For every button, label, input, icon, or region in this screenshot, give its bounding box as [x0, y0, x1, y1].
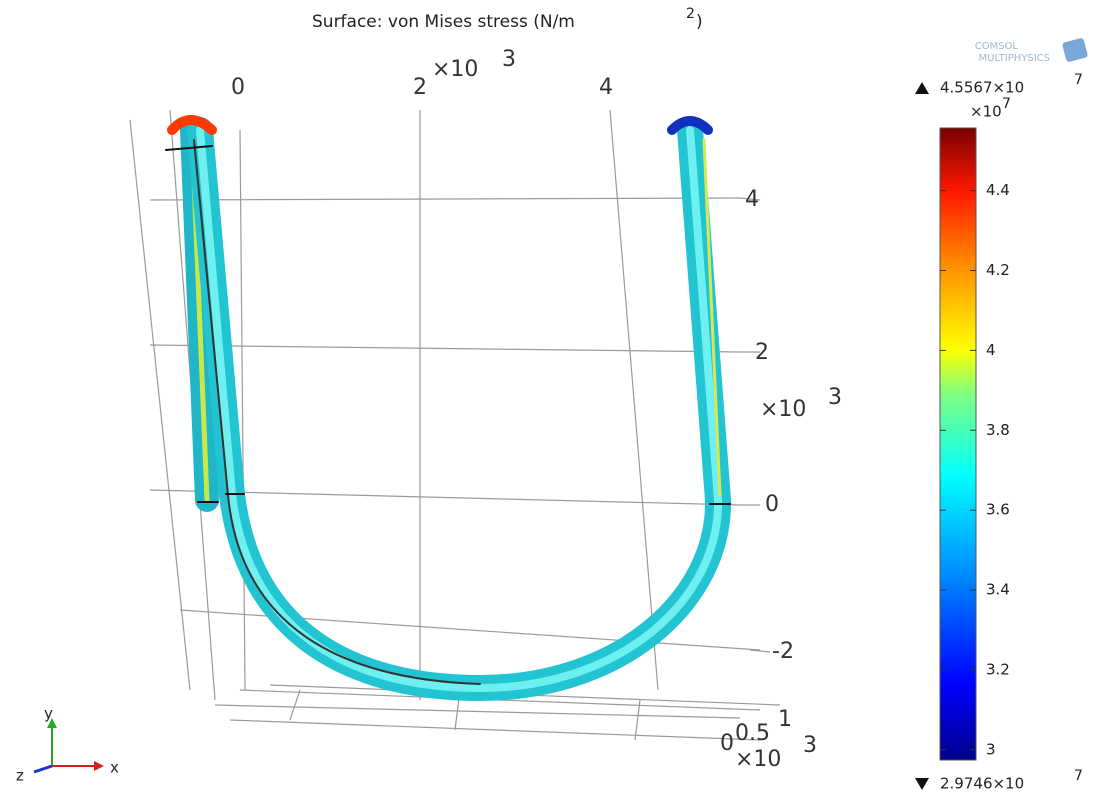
colorbar-exponent: 7	[1002, 96, 1011, 112]
tube-edge	[193, 139, 481, 685]
tube-highlight	[702, 138, 722, 497]
depth-exponent: 3	[803, 733, 817, 758]
max-marker	[915, 82, 929, 94]
logo-icon	[1062, 38, 1088, 62]
tube-cap	[167, 115, 217, 135]
tube-highlight	[196, 126, 723, 693]
logo: COMSOL MULTIPHYSICS	[975, 38, 1088, 64]
colorbar-tick-label: 4.4	[986, 181, 1010, 199]
colorbar-tick-label: 3.2	[986, 660, 1010, 678]
right-tick-label: 0	[765, 492, 779, 517]
axis-triad: y x z	[16, 705, 119, 785]
logo-line2: MULTIPHYSICS	[979, 53, 1050, 64]
title: Surface: von Mises stress (N/m	[312, 12, 575, 32]
colorbar-gradient	[939, 127, 977, 761]
tube-end	[165, 145, 731, 505]
triad-label: x	[110, 759, 119, 777]
colorbar-tick-label: 3.6	[986, 501, 1010, 519]
top-multiplier: ×10	[432, 57, 478, 82]
right-tick-label: -2	[772, 639, 794, 664]
triad-label: y	[44, 705, 53, 723]
colorbar-tick-label: 4	[986, 341, 996, 359]
top-tick-label: 2	[413, 75, 427, 100]
depth-tick-label: 0.5	[735, 721, 770, 746]
title-superscript: 2	[686, 6, 695, 22]
depth-tick-label: 1	[778, 707, 792, 732]
depth-multiplier: ×10	[735, 747, 781, 772]
min-marker	[915, 778, 929, 790]
top-exponent: 3	[502, 47, 516, 72]
title-close: )	[696, 12, 703, 32]
colorbar-tick-label: 4.2	[986, 261, 1010, 279]
colorbar-max-exponent: 7	[1074, 72, 1083, 88]
right-exponent: 3	[828, 385, 842, 410]
colorbar-tick-label: 3.8	[986, 421, 1010, 439]
colorbar-max: 4.5567×10	[940, 79, 1024, 97]
colorbar-multiplier: ×10	[970, 103, 1002, 121]
right-tick-label: 2	[755, 340, 769, 365]
top-tick-label: 4	[599, 75, 613, 100]
depth-tick-label: 0	[720, 731, 734, 756]
colorbar-tick-label: 3.4	[986, 581, 1010, 599]
u-tube	[165, 115, 732, 702]
tube-cap	[667, 116, 713, 135]
top-tick-label: 0	[231, 75, 245, 100]
colorbar-min-exponent: 7	[1074, 768, 1083, 784]
colorbar-min: 2.9746×10	[940, 775, 1024, 793]
colorbar-tick-label: 3	[986, 740, 996, 758]
logo-line1: COMSOL	[975, 41, 1019, 52]
colorbar: 4.5567×10 7 ×10 7 2.9746×10 7 4.4 4.2 4 3.8…	[915, 72, 1083, 793]
right-multiplier: ×10	[760, 397, 806, 422]
triad-label: z	[16, 767, 24, 785]
right-tick-label: 4	[745, 187, 759, 212]
